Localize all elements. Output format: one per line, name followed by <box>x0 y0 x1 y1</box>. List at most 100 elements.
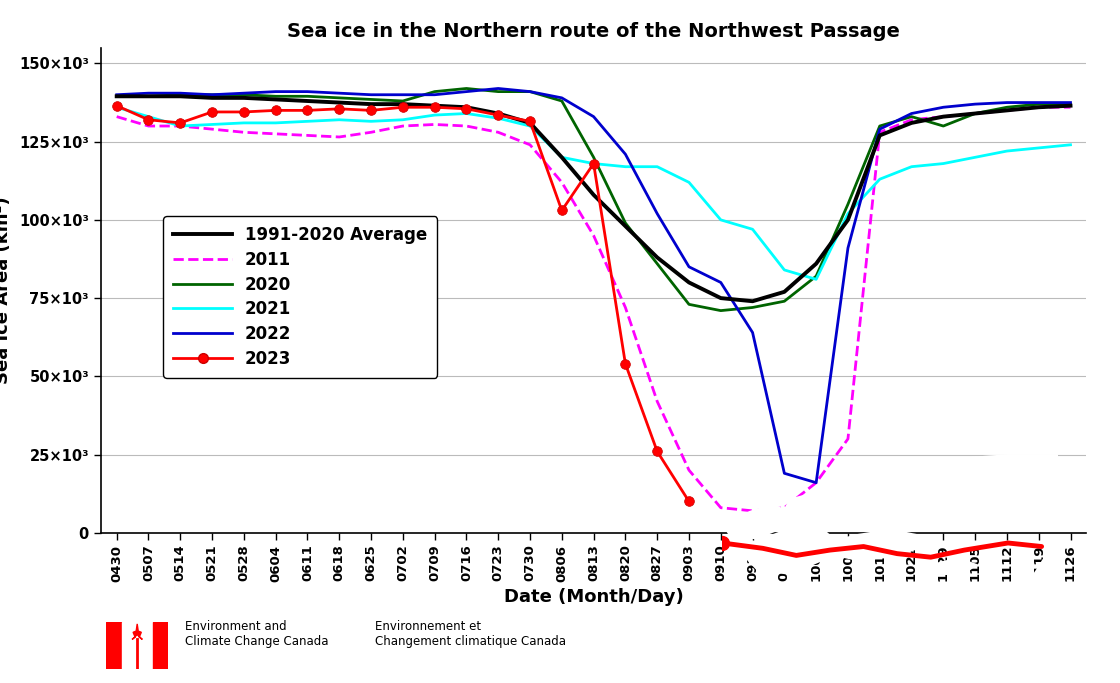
2021 <box>523 122 536 130</box>
2020 <box>396 97 410 105</box>
1991-2020 Average <box>174 92 187 100</box>
2021 <box>587 159 600 167</box>
2021 <box>428 111 441 119</box>
2021 <box>459 109 473 117</box>
2011 <box>618 303 632 311</box>
1991-2020 Average <box>905 119 918 127</box>
2021 <box>651 163 664 171</box>
2023 <box>618 360 632 368</box>
2022 <box>333 89 346 97</box>
1991-2020 Average <box>428 102 441 110</box>
2021 <box>777 266 791 274</box>
2021 <box>110 103 123 111</box>
2021 <box>1064 141 1077 149</box>
2022 <box>364 91 377 99</box>
2011 <box>969 109 982 117</box>
2023 <box>110 102 123 110</box>
2023 <box>205 108 218 116</box>
2011 <box>682 466 696 474</box>
2021 <box>556 153 569 161</box>
2022 <box>651 210 664 218</box>
2021 <box>841 210 855 218</box>
2011 <box>428 120 441 128</box>
2020 <box>905 113 918 121</box>
1991-2020 Average <box>746 297 759 305</box>
2022 <box>587 113 600 121</box>
2011 <box>301 131 315 139</box>
1991-2020 Average <box>110 92 123 100</box>
2011 <box>1000 107 1014 115</box>
2020 <box>205 91 218 99</box>
2011 <box>841 435 855 443</box>
Polygon shape <box>132 624 142 639</box>
2020 <box>936 122 950 130</box>
2021 <box>301 117 315 126</box>
2022 <box>523 87 536 96</box>
Polygon shape <box>783 490 850 514</box>
2021 <box>1032 144 1045 152</box>
2022 <box>1032 98 1045 107</box>
2021 <box>364 117 377 126</box>
2020 <box>841 200 855 208</box>
1991-2020 Average <box>396 100 410 108</box>
2022 <box>936 103 950 111</box>
2023 <box>459 104 473 113</box>
2020 <box>969 109 982 117</box>
2011 <box>1064 103 1077 111</box>
2011 <box>715 503 728 512</box>
2021 <box>936 159 950 167</box>
1991-2020 Average <box>301 97 315 105</box>
2021 <box>969 153 982 161</box>
1991-2020 Average <box>1000 107 1014 115</box>
1991-2020 Average <box>142 92 156 100</box>
1991-2020 Average <box>333 98 346 107</box>
1991-2020 Average <box>205 94 218 102</box>
2023 <box>396 103 410 111</box>
2023 <box>492 111 505 119</box>
2011 <box>1032 103 1045 111</box>
2022 <box>269 87 282 96</box>
2021 <box>492 114 505 122</box>
2023 <box>587 159 600 167</box>
1991-2020 Average <box>587 191 600 199</box>
2020 <box>810 272 823 280</box>
2011 <box>459 122 473 130</box>
2020 <box>651 260 664 268</box>
1991-2020 Average <box>1064 102 1077 110</box>
1991-2020 Average <box>237 94 251 102</box>
2011 <box>587 232 600 240</box>
1991-2020 Average <box>969 109 982 117</box>
2021 <box>1000 147 1014 155</box>
2021 <box>333 115 346 124</box>
1991-2020 Average <box>682 279 696 287</box>
1991-2020 Average <box>777 288 791 296</box>
2022 <box>237 89 251 97</box>
2020 <box>174 91 187 99</box>
2022 <box>301 87 315 96</box>
2021 <box>715 216 728 224</box>
Bar <box>152 622 168 669</box>
Polygon shape <box>739 522 840 575</box>
Line: 2011: 2011 <box>116 107 1071 511</box>
2011 <box>651 398 664 406</box>
2022 <box>618 150 632 158</box>
2011 <box>746 507 759 515</box>
1991-2020 Average <box>715 294 728 302</box>
2020 <box>618 219 632 227</box>
2021 <box>174 122 187 130</box>
2022 <box>715 279 728 287</box>
Line: 2020: 2020 <box>116 89 1071 311</box>
Title: Sea ice in the Northern route of the Northwest Passage: Sea ice in the Northern route of the Nor… <box>287 22 900 41</box>
2020 <box>142 92 156 100</box>
1991-2020 Average <box>1032 103 1045 111</box>
2023 <box>523 117 536 126</box>
Bar <box>122 622 152 669</box>
Line: 2021: 2021 <box>116 107 1071 279</box>
2020 <box>556 97 569 105</box>
Polygon shape <box>874 454 1058 507</box>
2021 <box>269 119 282 127</box>
2023 <box>333 104 346 113</box>
2020 <box>459 85 473 93</box>
Bar <box>106 622 122 669</box>
Polygon shape <box>857 534 1058 632</box>
